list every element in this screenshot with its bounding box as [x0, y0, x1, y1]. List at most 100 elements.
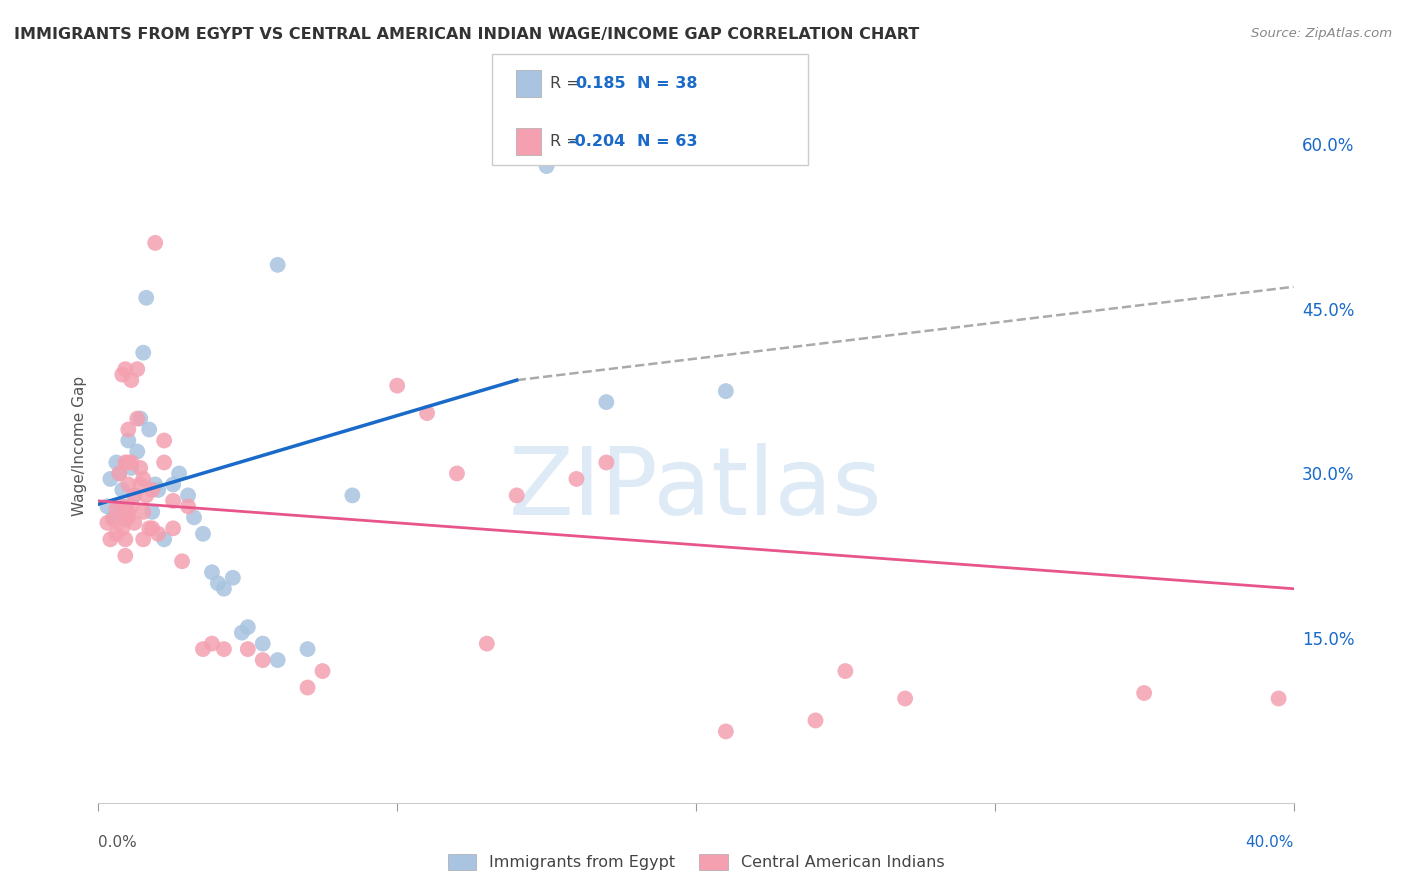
- Point: [212, 582, 235, 596]
- Point: [100, 472, 122, 486]
- Point: [117, 477, 139, 491]
- Point: [143, 477, 166, 491]
- Text: 0.185: 0.185: [575, 77, 626, 91]
- Y-axis label: Wage/Income Gap: Wage/Income Gap: [72, 376, 87, 516]
- Point: [236, 620, 259, 634]
- Point: [191, 642, 214, 657]
- Point: [311, 664, 333, 678]
- Point: [252, 653, 274, 667]
- Point: [153, 533, 176, 547]
- Point: [129, 461, 152, 475]
- Point: [342, 488, 364, 502]
- Point: [127, 444, 149, 458]
- Point: [105, 526, 128, 541]
- Point: [207, 576, 229, 591]
- Point: [297, 642, 319, 657]
- Text: IMMIGRANTS FROM EGYPT VS CENTRAL AMERICAN INDIAN WAGE/INCOME GAP CORRELATION CHA: IMMIGRANTS FROM EGYPT VS CENTRAL AMERICA…: [14, 27, 920, 42]
- Text: N = 63: N = 63: [637, 135, 697, 149]
- Point: [96, 516, 118, 530]
- Point: [111, 483, 134, 497]
- Text: 0.0%: 0.0%: [98, 836, 138, 850]
- Point: [177, 488, 200, 502]
- Point: [132, 533, 155, 547]
- Point: [148, 526, 170, 541]
- Point: [120, 373, 142, 387]
- Point: [143, 235, 166, 250]
- Point: [129, 477, 152, 491]
- Point: [111, 500, 134, 514]
- Point: [114, 362, 136, 376]
- Point: [565, 472, 588, 486]
- Point: [141, 505, 163, 519]
- Point: [103, 512, 125, 526]
- Point: [103, 510, 125, 524]
- Point: [714, 724, 737, 739]
- Point: [267, 653, 290, 667]
- Text: -0.204: -0.204: [568, 135, 626, 149]
- Point: [135, 291, 157, 305]
- Point: [153, 455, 176, 469]
- Point: [117, 505, 139, 519]
- Point: [231, 625, 253, 640]
- Text: 40.0%: 40.0%: [1246, 836, 1294, 850]
- Point: [132, 345, 155, 359]
- Text: R =: R =: [550, 135, 579, 149]
- Point: [385, 378, 409, 392]
- Point: [177, 500, 200, 514]
- Point: [111, 368, 134, 382]
- Point: [120, 455, 142, 469]
- Point: [138, 521, 160, 535]
- Point: [536, 159, 558, 173]
- Point: [834, 664, 856, 678]
- Point: [201, 637, 224, 651]
- Point: [222, 571, 245, 585]
- Point: [127, 411, 149, 425]
- Point: [162, 521, 184, 535]
- Point: [132, 505, 155, 519]
- Point: [167, 467, 190, 481]
- Point: [124, 516, 146, 530]
- Point: [416, 406, 439, 420]
- Point: [141, 483, 163, 497]
- Point: [120, 500, 142, 514]
- Point: [129, 411, 152, 425]
- Point: [148, 483, 170, 497]
- Point: [96, 500, 118, 514]
- Point: [595, 455, 617, 469]
- Point: [162, 477, 184, 491]
- Point: [105, 501, 128, 516]
- Point: [236, 642, 259, 657]
- Text: ZIPatlas: ZIPatlas: [509, 442, 883, 535]
- Point: [120, 461, 142, 475]
- Point: [117, 510, 139, 524]
- Text: N = 38: N = 38: [637, 77, 697, 91]
- Point: [132, 472, 155, 486]
- Point: [252, 637, 274, 651]
- Point: [117, 434, 139, 448]
- Point: [105, 455, 128, 469]
- Legend: Immigrants from Egypt, Central American Indians: Immigrants from Egypt, Central American …: [441, 847, 950, 877]
- Point: [162, 494, 184, 508]
- Point: [201, 566, 224, 580]
- Point: [1267, 691, 1289, 706]
- Point: [714, 384, 737, 398]
- Point: [183, 510, 205, 524]
- Point: [446, 467, 468, 481]
- Point: [124, 488, 146, 502]
- Point: [135, 488, 157, 502]
- Point: [108, 467, 131, 481]
- Point: [894, 691, 917, 706]
- Point: [114, 455, 136, 469]
- Point: [138, 423, 160, 437]
- Text: R =: R =: [550, 77, 579, 91]
- Point: [114, 500, 136, 514]
- Point: [191, 526, 214, 541]
- Point: [172, 554, 194, 568]
- Point: [153, 434, 176, 448]
- Point: [117, 455, 139, 469]
- Point: [141, 521, 163, 535]
- Point: [127, 362, 149, 376]
- Point: [297, 681, 319, 695]
- Point: [114, 533, 136, 547]
- Point: [117, 423, 139, 437]
